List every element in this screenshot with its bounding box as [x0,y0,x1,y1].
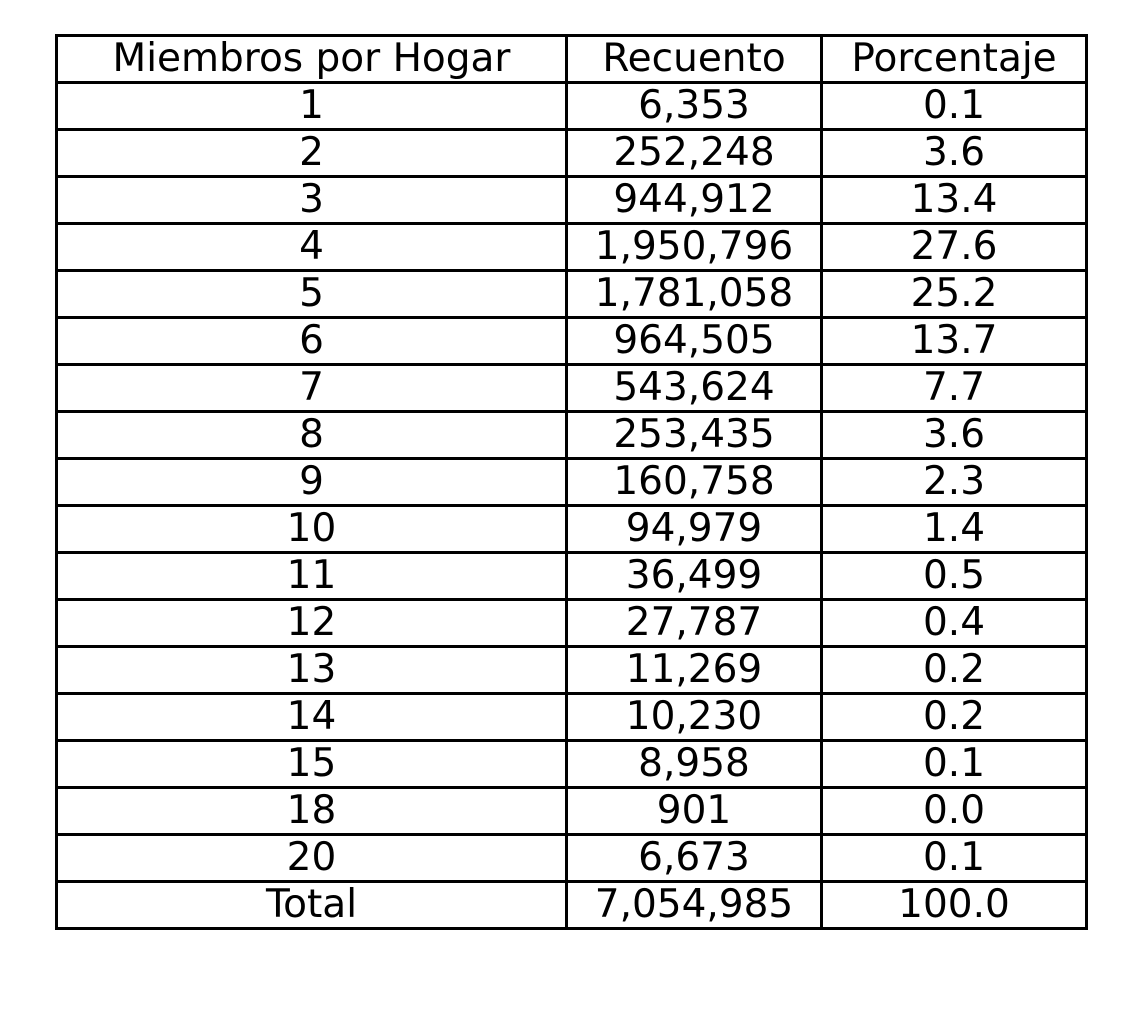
cell-members: 4 [55,222,568,272]
cell-members: 11 [55,551,568,601]
cell-members: 8 [55,410,568,460]
cell-percentage: 0.2 [820,692,1088,742]
cell-count: 253,435 [565,410,823,460]
table-row: 20 6,673 0.1 [55,833,1088,883]
table-row: 13 11,269 0.2 [55,645,1088,695]
cell-percentage: 13.7 [820,316,1088,366]
cell-percentage: 1.4 [820,504,1088,554]
table-row: 15 8,958 0.1 [55,739,1088,789]
cell-count: 964,505 [565,316,823,366]
cell-count: 10,230 [565,692,823,742]
cell-percentage: 0.1 [820,739,1088,789]
cell-count: 160,758 [565,457,823,507]
cell-percentage: 13.4 [820,175,1088,225]
cell-count: 8,958 [565,739,823,789]
cell-count: 252,248 [565,128,823,178]
cell-count: 27,787 [565,598,823,648]
cell-count: 1,950,796 [565,222,823,272]
cell-count: 11,269 [565,645,823,695]
cell-members: Total [55,880,568,930]
cell-members: 6 [55,316,568,366]
table-row: 11 36,499 0.5 [55,551,1088,601]
cell-percentage: 3.6 [820,128,1088,178]
cell-members: 13 [55,645,568,695]
cell-percentage: 7.7 [820,363,1088,413]
cell-count: 7,054,985 [565,880,823,930]
cell-percentage: 25.2 [820,269,1088,319]
cell-members: 10 [55,504,568,554]
table-row: 3 944,912 13.4 [55,175,1088,225]
cell-members: 14 [55,692,568,742]
table-row: 12 27,787 0.4 [55,598,1088,648]
cell-members: 18 [55,786,568,836]
table-row: 14 10,230 0.2 [55,692,1088,742]
cell-percentage: 0.4 [820,598,1088,648]
cell-members: 15 [55,739,568,789]
table-row: 5 1,781,058 25.2 [55,269,1088,319]
cell-members: 20 [55,833,568,883]
cell-members: 2 [55,128,568,178]
cell-members: 12 [55,598,568,648]
table-row: 10 94,979 1.4 [55,504,1088,554]
cell-members: 5 [55,269,568,319]
column-header-percentage: Porcentaje [820,34,1088,84]
cell-count: 94,979 [565,504,823,554]
cell-members: 1 [55,81,568,131]
cell-count: 6,353 [565,81,823,131]
cell-members: 9 [55,457,568,507]
table-row: 6 964,505 13.7 [55,316,1088,366]
table-total-row: Total 7,054,985 100.0 [55,880,1088,930]
table-header-row: Miembros por Hogar Recuento Porcentaje [55,34,1088,84]
table-row: 8 253,435 3.6 [55,410,1088,460]
cell-members: 7 [55,363,568,413]
table-row: 18 901 0.0 [55,786,1088,836]
cell-percentage: 27.6 [820,222,1088,272]
cell-percentage: 0.2 [820,645,1088,695]
cell-count: 543,624 [565,363,823,413]
cell-percentage: 3.6 [820,410,1088,460]
cell-count: 944,912 [565,175,823,225]
cell-count: 901 [565,786,823,836]
table-row: 2 252,248 3.6 [55,128,1088,178]
table-row: 7 543,624 7.7 [55,363,1088,413]
column-header-members: Miembros por Hogar [55,34,568,84]
table-row: 1 6,353 0.1 [55,81,1088,131]
cell-percentage: 0.0 [820,786,1088,836]
cell-percentage: 100.0 [820,880,1088,930]
cell-percentage: 0.1 [820,833,1088,883]
cell-percentage: 0.1 [820,81,1088,131]
table-row: 4 1,950,796 27.6 [55,222,1088,272]
cell-count: 1,781,058 [565,269,823,319]
cell-percentage: 0.5 [820,551,1088,601]
table-body: 1 6,353 0.1 2 252,248 3.6 3 944,912 13.4 4 1,950,7… [55,81,1088,930]
table-row: 9 160,758 2.3 [55,457,1088,507]
household-members-table: Miembros por Hogar Recuento Porcentaje 1… [55,34,1088,930]
cell-percentage: 2.3 [820,457,1088,507]
column-header-count: Recuento [565,34,823,84]
cell-count: 36,499 [565,551,823,601]
cell-count: 6,673 [565,833,823,883]
cell-members: 3 [55,175,568,225]
